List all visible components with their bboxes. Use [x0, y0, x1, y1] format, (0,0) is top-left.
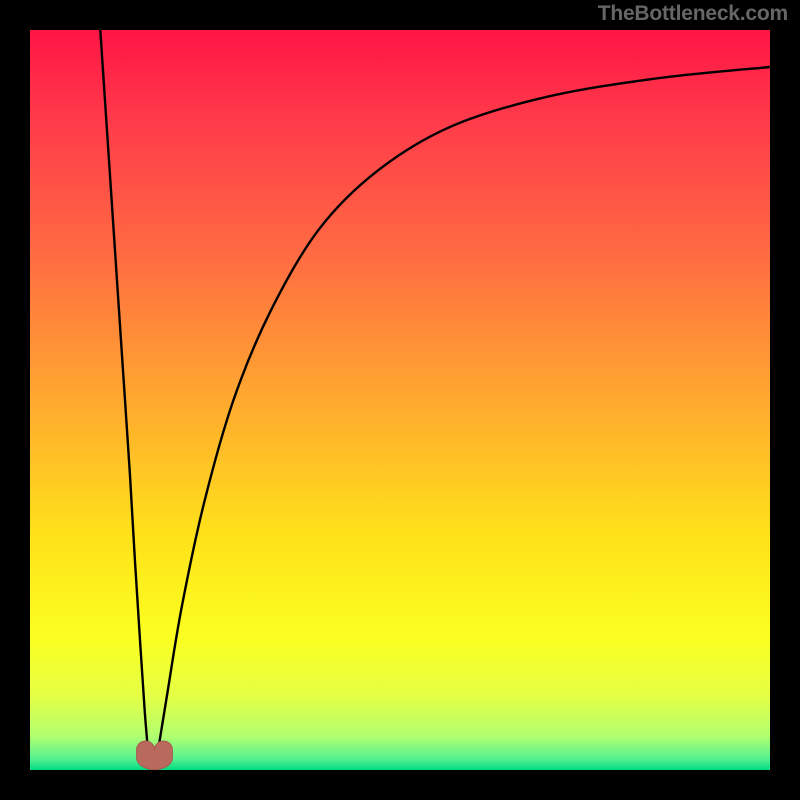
watermark-text: TheBottleneck.com — [598, 2, 788, 26]
bottleneck-chart — [0, 0, 800, 800]
chart-container: TheBottleneck.com — [0, 0, 800, 800]
